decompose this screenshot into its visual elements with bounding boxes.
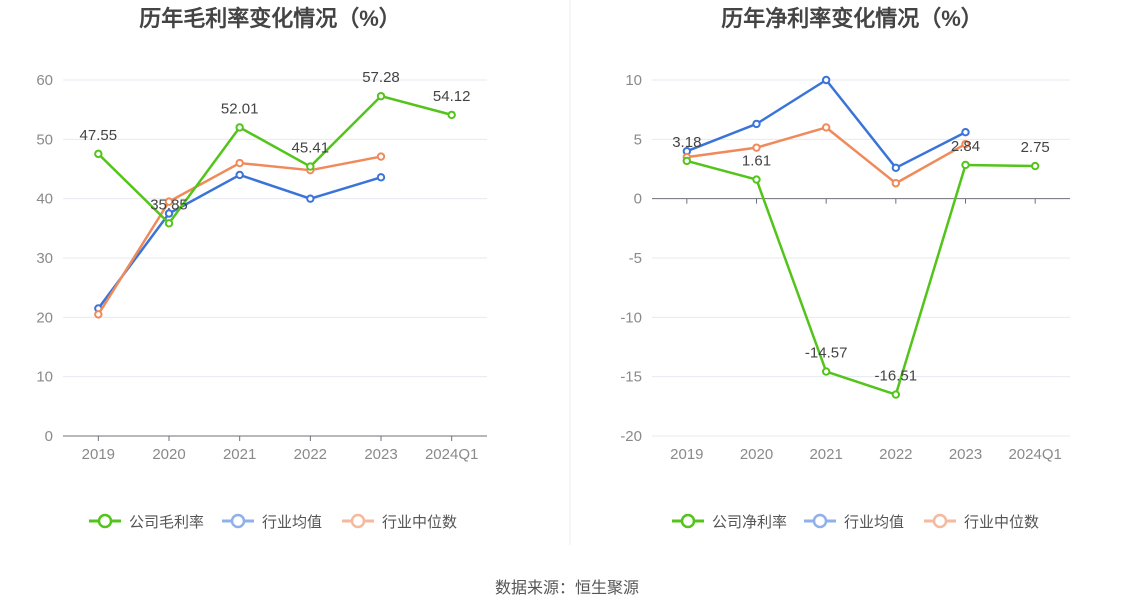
legend-swatch-marker [680, 513, 696, 529]
data-point-industry-median [961, 139, 970, 149]
gross-margin-chart: 历年毛利率变化情况（%） 0 10 20 30 40 50 60 2019 2020 2021 20… [36, 6, 487, 531]
data-point-industry-average [961, 128, 970, 137]
series-line-company [686, 159, 1036, 396]
data-point-industry-median [752, 143, 761, 152]
chart-title-gross-margin: 历年毛利率变化情况（%） [139, 6, 401, 31]
y-tick-label: 30 [36, 250, 53, 267]
legend-label: 行业均值 [844, 514, 904, 531]
y-tick-label: 50 [36, 131, 53, 148]
data-label: 52.01 [221, 100, 259, 117]
data-label: 35.85 [150, 196, 188, 213]
x-tick-label: 2024Q1 [425, 446, 478, 463]
legend-swatch-marker [230, 513, 246, 529]
net-margin-chart: 历年净利率变化情况（%） -20 -15 -10 -5 0 5 10 2019 2020 2021… [620, 6, 1070, 531]
legend-company: 公司净利率 [672, 513, 787, 531]
legend-label: 公司净利率 [712, 514, 787, 531]
data-label: 3.18 [672, 134, 701, 151]
data-point-industry-median [821, 123, 831, 132]
data-label: 2.75 [1021, 139, 1050, 156]
x-tick-label: 2019 [82, 446, 115, 463]
data-label: 1.61 [742, 153, 771, 170]
y-tick-label: 10 [625, 72, 642, 89]
data-point-company [94, 149, 103, 159]
data-point-company [306, 162, 315, 171]
data-point-company [1030, 161, 1040, 171]
x-tick-label: 2024Q1 [1008, 446, 1061, 463]
y-tick-label: -20 [620, 428, 642, 445]
x-tick-label: 2021 [223, 446, 256, 463]
x-tick-label: 2020 [740, 446, 773, 463]
series-line-company [97, 94, 452, 225]
data-point-company [821, 367, 831, 376]
y-tick-label: 20 [36, 309, 53, 326]
y-tick-label: -10 [620, 309, 642, 326]
data-point-industry-average [752, 119, 761, 129]
x-tick-label: 2020 [152, 446, 185, 463]
x-tick-label: 2019 [670, 446, 703, 463]
data-label: -14.57 [805, 345, 848, 362]
legend-industry-median: 行业中位数 [924, 513, 1039, 531]
data-source-note: 数据来源：恒生聚源 [495, 579, 639, 597]
data-point-industry-average [821, 75, 831, 85]
legend-swatch-marker [932, 513, 948, 529]
data-point-industry-average [306, 194, 315, 203]
data-point-company [891, 390, 901, 399]
chart-title-net-margin: 历年净利率变化情况（%） [721, 6, 983, 31]
data-label: 2.84 [951, 138, 980, 155]
data-point-company [235, 123, 244, 132]
legend-industry-average: 行业均值 [804, 513, 904, 531]
y-tick-label: 0 [45, 428, 53, 445]
data-point-industry-median [891, 179, 901, 188]
data-label: 47.55 [80, 127, 118, 144]
legend-label: 行业中位数 [964, 514, 1039, 531]
data-point-industry-average [891, 163, 901, 173]
data-label: -16.51 [875, 368, 918, 385]
y-tick-label: 5 [634, 131, 642, 148]
x-tick-label: 2023 [364, 446, 397, 463]
data-label: 45.41 [292, 140, 330, 157]
y-tick-label: 40 [36, 191, 53, 208]
data-point-industry-median [235, 158, 244, 168]
legend-swatch-marker [812, 513, 828, 529]
y-tick-label: 0 [634, 191, 642, 208]
x-tick-label: 2022 [294, 446, 327, 463]
data-point-industry-median [164, 197, 174, 206]
data-point-company [961, 160, 970, 170]
y-tick-label: 60 [36, 72, 53, 89]
data-point-industry-average [235, 170, 244, 180]
data-point-company [447, 110, 456, 120]
data-point-industry-median [376, 152, 386, 161]
legend-industry-median: 行业中位数 [342, 513, 457, 531]
legend-company: 公司毛利率 [89, 513, 204, 531]
legend-swatch-marker [350, 513, 366, 529]
series-line-industry-median [97, 155, 382, 316]
data-label: 57.28 [362, 69, 400, 86]
x-tick-label: 2022 [879, 446, 912, 463]
legend-label: 行业均值 [262, 514, 322, 531]
legend-label: 公司毛利率 [129, 514, 204, 531]
data-point-company [376, 91, 386, 101]
data-point-company [752, 175, 761, 184]
x-tick-label: 2023 [949, 446, 982, 463]
data-point-company [164, 219, 174, 228]
y-tick-label: -15 [620, 369, 642, 386]
data-point-company [682, 156, 692, 166]
x-tick-label: 2021 [809, 446, 842, 463]
legend-label: 行业中位数 [382, 514, 457, 531]
legend-swatch-marker [97, 513, 113, 529]
data-point-industry-average [376, 173, 386, 182]
data-point-industry-average [164, 209, 174, 218]
data-label: 54.12 [433, 88, 471, 105]
y-tick-label: -5 [629, 250, 642, 267]
legend-industry-average: 行业均值 [222, 513, 322, 531]
data-point-industry-median [94, 310, 103, 319]
y-tick-label: 10 [36, 369, 53, 386]
